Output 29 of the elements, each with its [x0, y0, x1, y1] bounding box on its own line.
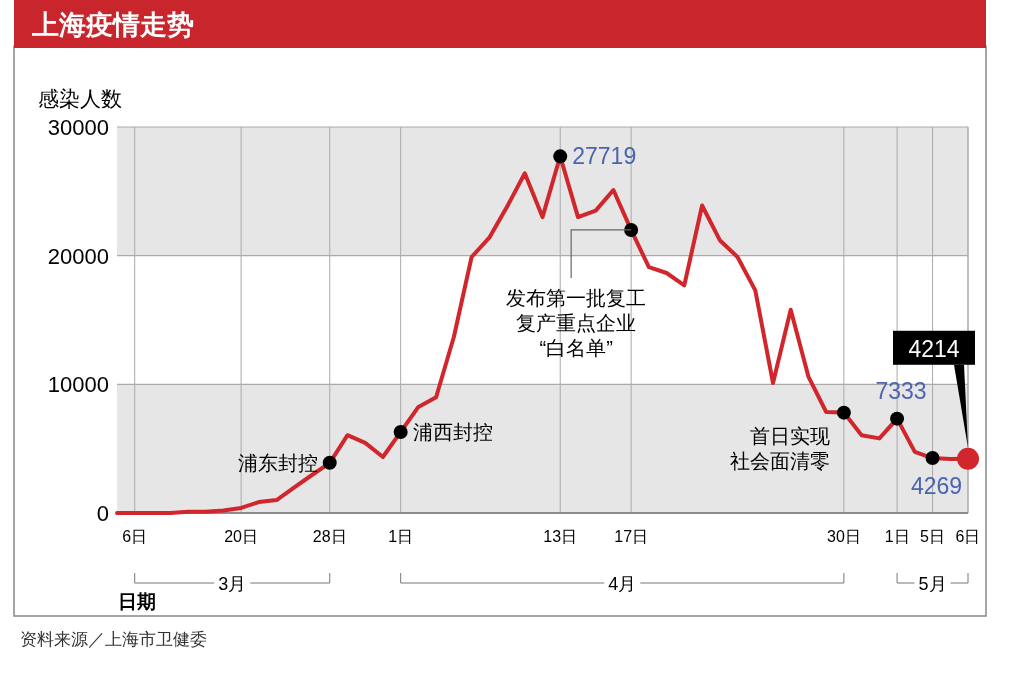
x-tick-label: 20日 [224, 528, 258, 545]
data-label: 4214 [908, 335, 960, 362]
chart-title: 上海疫情走势 [31, 10, 194, 40]
x-tick-label: 30日 [827, 528, 861, 545]
annotation: 发布第一批复工复产重点企业“白名单” [506, 286, 647, 359]
text: 5月 [918, 574, 947, 594]
x-tick-label: 17日 [614, 528, 649, 545]
y-tick-label: 10000 [47, 372, 109, 398]
x-tick-label: 6日 [955, 528, 981, 545]
x-tick-label: 5日 [920, 528, 945, 545]
x-tick-label: 1日 [388, 528, 414, 545]
y-axis-title: 感染人数 [38, 87, 122, 110]
x-tick-label: 1日 [884, 528, 910, 545]
y-tick-label: 20000 [47, 243, 109, 269]
x-tick-label: 13日 [543, 528, 578, 545]
text: 资料来源／上海市卫健委 [20, 630, 207, 649]
annotation: 首日实现社会面清零 [729, 424, 830, 472]
y-tick-label: 0 [96, 501, 109, 526]
x-tick-label: 28日 [312, 528, 347, 545]
text: 4月 [608, 574, 637, 594]
text: 3月 [218, 574, 247, 594]
data-label: 7333 [875, 377, 927, 404]
data-label: 4269 [910, 473, 963, 500]
x-axis-title: 日期 [118, 591, 156, 612]
y-tick-label: 30000 [47, 115, 109, 140]
annotation: 浦西封控 [412, 420, 493, 443]
x-tick-label: 6日 [122, 528, 148, 545]
annotation: 浦东封控 [237, 451, 318, 474]
data-label: 27719 [572, 143, 637, 170]
